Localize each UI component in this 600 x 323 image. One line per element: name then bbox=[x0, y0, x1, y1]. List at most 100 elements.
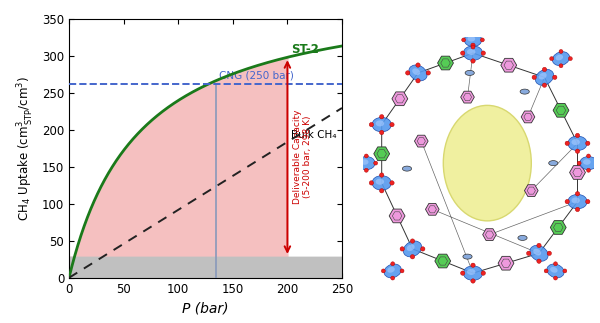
Ellipse shape bbox=[464, 33, 482, 47]
Polygon shape bbox=[524, 113, 532, 120]
Ellipse shape bbox=[403, 166, 412, 171]
Circle shape bbox=[390, 181, 394, 185]
Circle shape bbox=[547, 251, 551, 255]
Polygon shape bbox=[435, 254, 451, 268]
Polygon shape bbox=[417, 138, 425, 145]
Circle shape bbox=[369, 122, 374, 127]
Circle shape bbox=[577, 161, 581, 165]
Ellipse shape bbox=[535, 69, 554, 85]
Ellipse shape bbox=[463, 266, 482, 280]
Circle shape bbox=[586, 141, 590, 145]
Circle shape bbox=[364, 168, 368, 172]
Circle shape bbox=[391, 276, 395, 280]
Circle shape bbox=[554, 262, 557, 266]
Polygon shape bbox=[428, 206, 436, 213]
Polygon shape bbox=[425, 203, 439, 215]
Polygon shape bbox=[521, 111, 535, 123]
Circle shape bbox=[575, 149, 580, 153]
Polygon shape bbox=[556, 106, 566, 114]
Circle shape bbox=[542, 83, 547, 87]
Circle shape bbox=[544, 269, 548, 273]
Circle shape bbox=[481, 271, 485, 275]
Circle shape bbox=[596, 161, 600, 165]
Ellipse shape bbox=[372, 117, 391, 132]
Ellipse shape bbox=[539, 73, 547, 79]
Circle shape bbox=[374, 161, 377, 165]
Ellipse shape bbox=[571, 139, 580, 145]
Ellipse shape bbox=[556, 55, 563, 60]
Circle shape bbox=[391, 262, 395, 266]
Ellipse shape bbox=[465, 70, 474, 76]
Ellipse shape bbox=[376, 120, 384, 126]
Circle shape bbox=[390, 122, 394, 127]
Circle shape bbox=[575, 207, 580, 212]
Ellipse shape bbox=[384, 264, 401, 278]
Ellipse shape bbox=[518, 235, 527, 240]
Text: ST-2: ST-2 bbox=[290, 43, 319, 56]
Polygon shape bbox=[392, 92, 408, 106]
Circle shape bbox=[575, 192, 580, 196]
Circle shape bbox=[554, 276, 557, 280]
Polygon shape bbox=[524, 185, 538, 196]
Circle shape bbox=[559, 64, 563, 68]
Ellipse shape bbox=[372, 176, 391, 190]
Ellipse shape bbox=[409, 65, 427, 81]
Circle shape bbox=[527, 251, 531, 255]
Circle shape bbox=[369, 181, 374, 185]
Circle shape bbox=[416, 78, 420, 83]
Polygon shape bbox=[498, 256, 514, 270]
Circle shape bbox=[426, 71, 430, 75]
Polygon shape bbox=[485, 231, 494, 238]
Circle shape bbox=[542, 67, 547, 72]
Polygon shape bbox=[573, 168, 582, 177]
Polygon shape bbox=[550, 221, 566, 234]
Polygon shape bbox=[553, 223, 563, 232]
Circle shape bbox=[587, 168, 590, 172]
Circle shape bbox=[355, 161, 359, 165]
Polygon shape bbox=[463, 94, 472, 101]
Ellipse shape bbox=[533, 249, 541, 255]
Circle shape bbox=[471, 31, 475, 35]
Circle shape bbox=[400, 247, 404, 251]
Ellipse shape bbox=[463, 254, 472, 259]
Circle shape bbox=[416, 63, 420, 67]
Circle shape bbox=[406, 71, 410, 75]
Circle shape bbox=[364, 154, 368, 158]
Polygon shape bbox=[441, 59, 450, 67]
Circle shape bbox=[471, 59, 475, 63]
Ellipse shape bbox=[467, 49, 475, 55]
Circle shape bbox=[563, 269, 567, 273]
Y-axis label: CH$_4$ Uptake (cm$^3_{\,\mathrm{STP}}$/cm$^3$): CH$_4$ Uptake (cm$^3_{\,\mathrm{STP}}$/c… bbox=[16, 76, 37, 221]
Ellipse shape bbox=[520, 89, 529, 94]
Polygon shape bbox=[374, 147, 389, 161]
Ellipse shape bbox=[550, 267, 557, 273]
Circle shape bbox=[382, 269, 385, 273]
Ellipse shape bbox=[580, 157, 597, 170]
Circle shape bbox=[568, 57, 572, 61]
Polygon shape bbox=[553, 103, 569, 117]
Polygon shape bbox=[437, 56, 454, 70]
Polygon shape bbox=[415, 135, 428, 147]
Polygon shape bbox=[395, 95, 404, 103]
Ellipse shape bbox=[549, 161, 558, 166]
Circle shape bbox=[565, 141, 569, 145]
Polygon shape bbox=[377, 150, 386, 158]
Ellipse shape bbox=[443, 105, 532, 221]
Ellipse shape bbox=[568, 194, 587, 209]
Circle shape bbox=[410, 255, 415, 259]
Circle shape bbox=[380, 189, 384, 193]
Ellipse shape bbox=[376, 179, 384, 185]
Polygon shape bbox=[461, 91, 475, 103]
Ellipse shape bbox=[358, 157, 375, 170]
Ellipse shape bbox=[583, 159, 591, 165]
Ellipse shape bbox=[467, 269, 475, 275]
Circle shape bbox=[532, 75, 536, 79]
Ellipse shape bbox=[467, 36, 475, 42]
Ellipse shape bbox=[412, 68, 420, 75]
Circle shape bbox=[550, 57, 554, 61]
Text: Bulk CH₄: Bulk CH₄ bbox=[290, 130, 336, 141]
Circle shape bbox=[537, 243, 541, 248]
Circle shape bbox=[380, 173, 384, 177]
Circle shape bbox=[461, 271, 465, 275]
Circle shape bbox=[537, 259, 541, 263]
